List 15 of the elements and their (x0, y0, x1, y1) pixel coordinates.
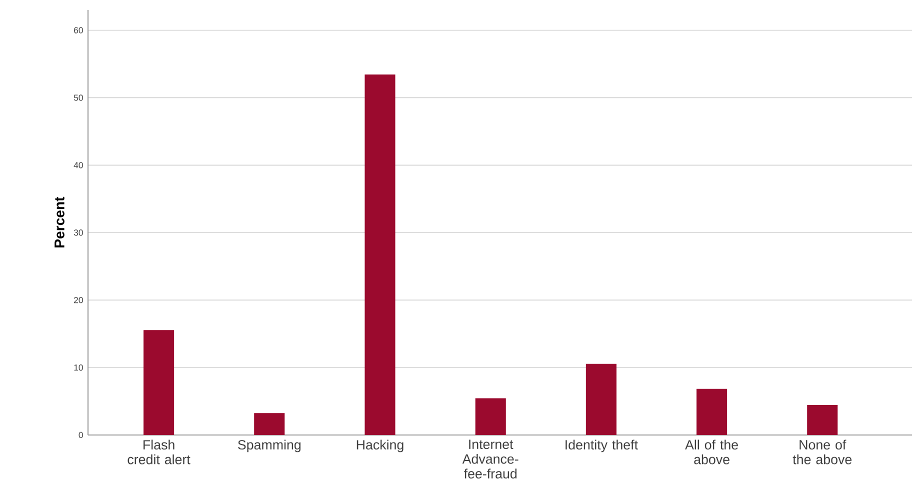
y-tick-label: 20 (74, 297, 83, 304)
y-tick-label: 50 (74, 94, 83, 101)
y-tick-label: 60 (74, 27, 83, 34)
x-tick-label: Flash credit alert (128, 440, 190, 464)
y-tick-label: 40 (74, 162, 83, 168)
x-tick-label: Hacking (356, 440, 404, 452)
x-tick-label: Internet Advance-fee-fraud (462, 440, 518, 478)
y-tick-label: 10 (74, 364, 83, 371)
x-tick-label: Spamming (238, 440, 301, 452)
x-tick-label: Identity theft (566, 440, 638, 452)
y-tick-label: 0 (78, 432, 83, 438)
y-axis-title: Percent (54, 196, 64, 248)
y-tick-label: 30 (74, 230, 83, 236)
x-tick-label: All of the above (685, 440, 738, 464)
x-tick-label: None of the above (792, 440, 852, 464)
